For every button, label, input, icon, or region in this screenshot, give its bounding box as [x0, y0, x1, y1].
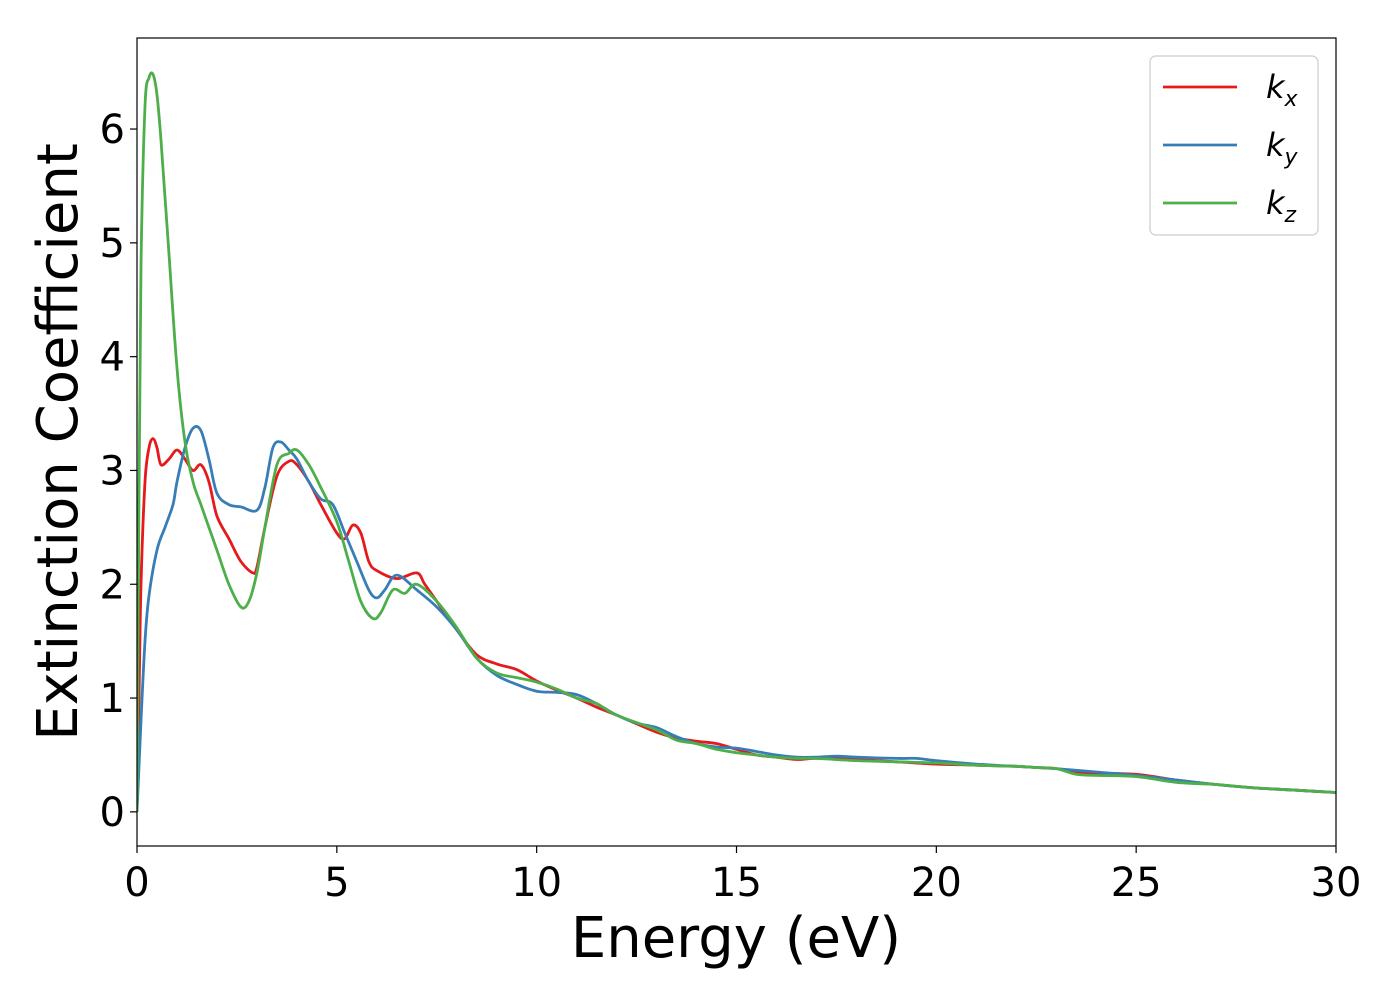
x-tick-label: 30 — [1311, 860, 1362, 906]
y-tick-label: 6 — [100, 107, 125, 153]
legend-label-kz: kz — [1266, 184, 1297, 228]
legend-label-ky: ky — [1266, 126, 1299, 170]
legend: kx ky kz — [1149, 55, 1319, 236]
y-axis-title: Extinction Coefficient — [26, 143, 91, 741]
x-tick-label: 10 — [511, 860, 562, 906]
legend-label-kx: kx — [1266, 68, 1299, 112]
y-tick-label: 5 — [100, 221, 125, 267]
y-tick-label: 4 — [100, 335, 125, 381]
y-tick-label: 3 — [100, 448, 125, 494]
x-tick-label: 5 — [324, 860, 349, 906]
y-axis: 0 1 2 3 4 5 6 — [100, 107, 137, 836]
y-tick-label: 1 — [100, 676, 125, 722]
x-tick-label: 15 — [711, 860, 762, 906]
series-group — [137, 71, 1336, 812]
y-tick-label: 0 — [100, 790, 125, 836]
x-axis: 0 5 10 15 20 25 30 — [124, 846, 1361, 906]
x-axis-title: Energy (eV) — [571, 906, 901, 971]
y-tick-label: 2 — [100, 562, 125, 608]
x-tick-label: 0 — [124, 860, 149, 906]
series-line-kz — [137, 71, 1336, 812]
x-tick-label: 25 — [1111, 860, 1162, 906]
x-tick-label: 20 — [911, 860, 962, 906]
